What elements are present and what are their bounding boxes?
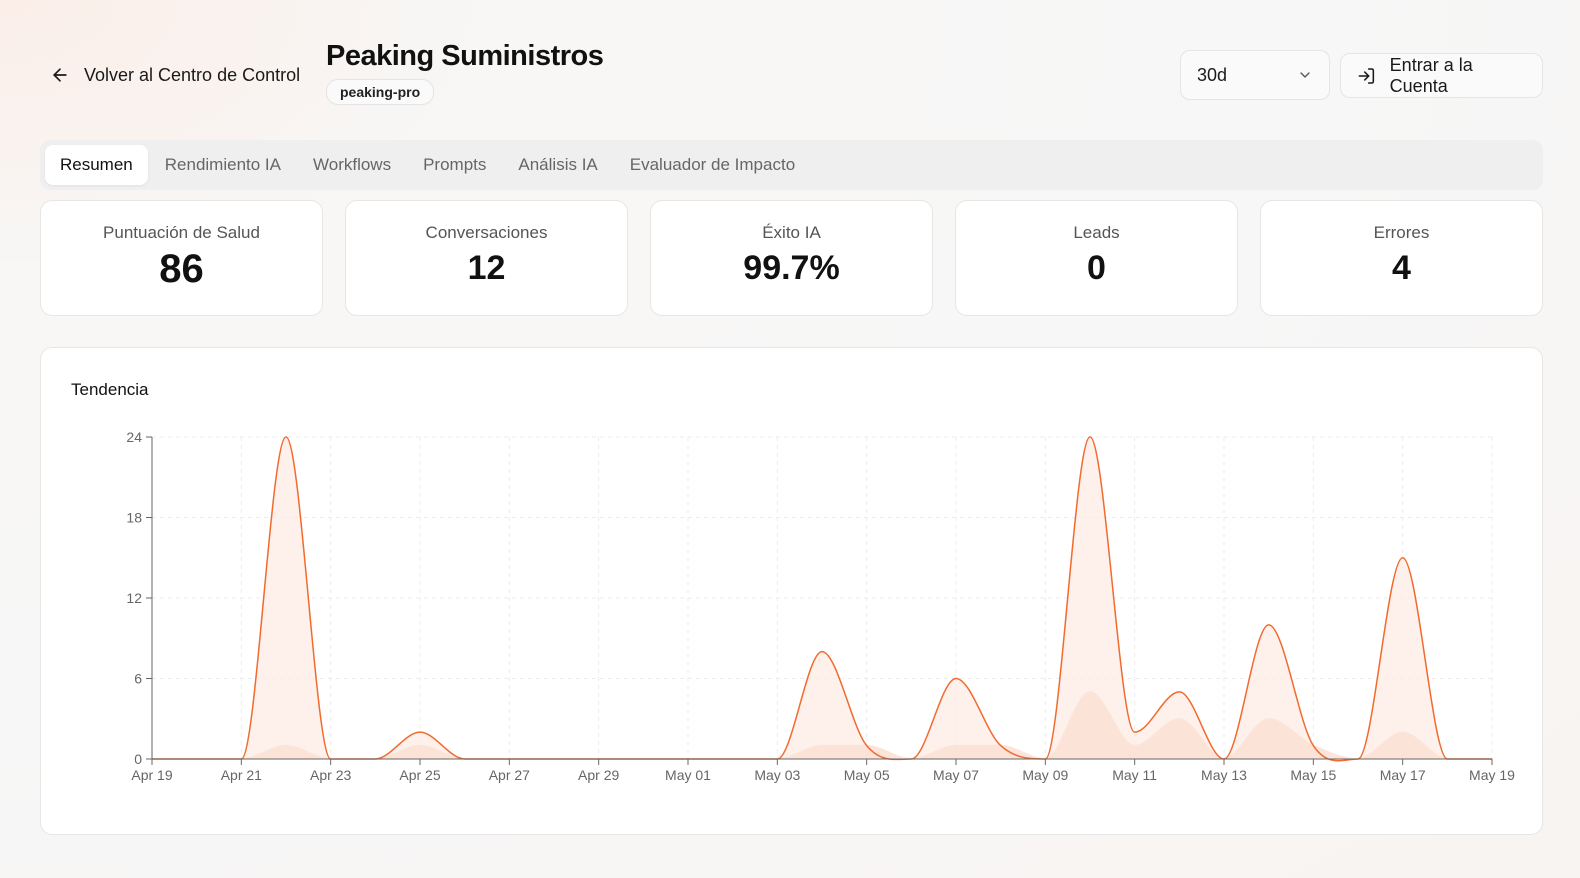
- x-tick-label: May 19: [1469, 767, 1515, 783]
- tab-rendimiento-ia[interactable]: Rendimiento IA: [164, 155, 281, 174]
- x-tick-label: May 15: [1290, 767, 1336, 783]
- tab-analisis-ia[interactable]: Análisis IA: [518, 155, 598, 174]
- x-tick-label: Apr 21: [221, 767, 262, 783]
- y-tick-label: 6: [134, 671, 142, 687]
- chevron-down-icon: [1300, 72, 1310, 78]
- tab-prompts[interactable]: Prompts: [423, 155, 487, 174]
- metric-value: 4: [1392, 249, 1411, 287]
- chart-title: Tendencia: [71, 380, 149, 399]
- metric-cards: Puntuación de Salud 86 Conversaciones 12…: [40, 200, 1543, 316]
- metric-card-errors: Errores 4: [1260, 200, 1543, 316]
- metric-label: Puntuación de Salud: [103, 223, 260, 242]
- date-range-select[interactable]: 30d: [1180, 50, 1330, 100]
- metric-value: 0: [1087, 249, 1106, 287]
- enter-account-button[interactable]: Entrar a la Cuenta: [1340, 53, 1543, 98]
- metric-label: Conversaciones: [425, 223, 548, 242]
- metric-card-health: Puntuación de Salud 86: [40, 200, 323, 316]
- log-in-icon: [1358, 67, 1375, 84]
- metric-label: Errores: [1373, 223, 1430, 242]
- tab-workflows[interactable]: Workflows: [313, 155, 392, 174]
- x-tick-label: May 17: [1380, 767, 1426, 783]
- x-tick-label: May 05: [844, 767, 890, 783]
- series-area-primary: [152, 437, 1492, 761]
- back-to-control-center-link[interactable]: Volver al Centro de Control: [50, 58, 300, 92]
- y-tick-label: 12: [126, 590, 142, 606]
- x-tick-label: May 09: [1022, 767, 1068, 783]
- y-tick-label: 18: [126, 510, 142, 526]
- tab-bar: Resumen Rendimiento IA Workflows Prompts…: [40, 140, 1543, 190]
- page-title: Peaking Suministros: [326, 40, 604, 72]
- x-tick-label: Apr 23: [310, 767, 351, 783]
- tab-resumen[interactable]: Resumen: [45, 145, 148, 185]
- slug-badge: peaking-pro: [326, 79, 435, 105]
- series-area-secondary: [152, 691, 1492, 759]
- trend-chart: 0 6 12 18 24 Apr 19 Apr 21 Apr 23 Apr 25 Apr 27 Ap…: [126, 429, 1515, 783]
- metric-label: Éxito IA: [762, 223, 821, 242]
- y-tick-label: 24: [126, 429, 142, 445]
- y-tick-label: 0: [134, 751, 142, 767]
- x-tick-label: May 07: [933, 767, 979, 783]
- metric-card-ai-success: Éxito IA 99.7%: [650, 200, 933, 316]
- title-block: Peaking Suministros peaking-pro: [326, 40, 604, 105]
- metric-label: Leads: [1073, 223, 1120, 242]
- x-tick-label: May 13: [1201, 767, 1247, 783]
- metric-card-conversations: Conversaciones 12: [345, 200, 628, 316]
- x-tick-label: Apr 29: [578, 767, 619, 783]
- x-tick-label: May 03: [754, 767, 800, 783]
- x-tick-label: Apr 27: [489, 767, 530, 783]
- metric-value: 99.7%: [743, 249, 840, 287]
- metric-card-leads: Leads 0: [955, 200, 1238, 316]
- trend-chart-panel: Tendencia 0 6 12 18 24 Apr 19 Apr 21 Apr 23 Apr …: [40, 347, 1543, 835]
- date-range-value: 30d: [1197, 64, 1228, 85]
- x-tick-label: Apr 19: [131, 767, 172, 783]
- x-tick-label: May 01: [665, 767, 711, 783]
- metric-value: 86: [159, 247, 204, 291]
- back-label: Volver al Centro de Control: [84, 64, 301, 85]
- x-tick-label: May 11: [1112, 767, 1157, 783]
- arrow-left-icon: [53, 68, 67, 82]
- metric-value: 12: [467, 249, 506, 287]
- enter-account-label: Entrar a la Cuenta: [1389, 54, 1473, 96]
- tab-evaluador-de-impacto[interactable]: Evaluador de Impacto: [629, 155, 796, 174]
- x-tick-label: Apr 25: [399, 767, 440, 783]
